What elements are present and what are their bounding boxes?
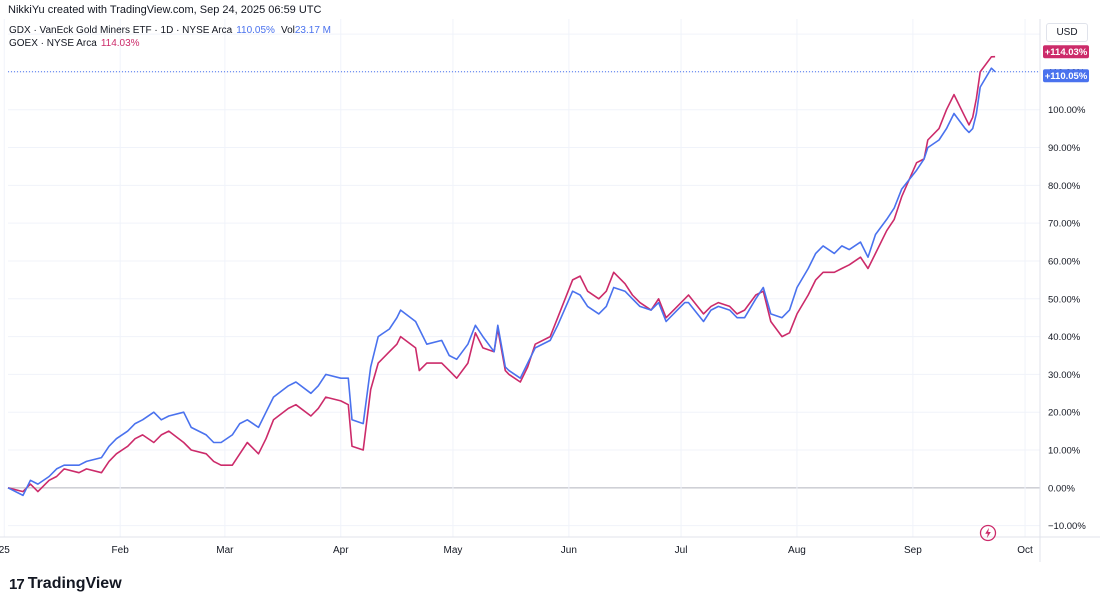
y-tick-label: 20.00% <box>1048 408 1081 419</box>
currency-badge[interactable]: USD <box>1046 23 1088 42</box>
x-tick-label: Apr <box>333 545 349 556</box>
y-tick-label: 80.00% <box>1048 181 1081 192</box>
last-value-label-gdx: +110.05% <box>1043 69 1089 83</box>
legend-gdx-value: 110.05% <box>236 25 275 36</box>
series-line-gdx[interactable] <box>7 67 996 497</box>
x-tick-label: Feb <box>112 545 130 556</box>
last-value-text: +114.03% <box>1045 47 1088 58</box>
x-tick-label: Jun <box>561 545 577 556</box>
legend-gdx-vol-value: 23.17 M <box>294 25 331 36</box>
x-tick-label: Jul <box>675 545 688 556</box>
x-tick-label: Aug <box>788 545 806 556</box>
tradingview-logo-text: TradingView <box>27 575 122 592</box>
last-value-text: +110.05% <box>1045 71 1088 82</box>
lightning-bolt-icon[interactable] <box>979 524 997 542</box>
y-tick-label: 0.00% <box>1048 483 1075 494</box>
performance-chart[interactable]: 120.00%110.00%100.00%90.00%80.00%70.00%6… <box>0 19 1100 562</box>
legend-gdx-vol-label: Vol <box>280 25 295 36</box>
last-value-labels: +114.03% +110.05% <box>1043 45 1089 83</box>
last-value-badge <box>1043 69 1089 83</box>
last-value-badge <box>1043 45 1089 59</box>
tradingview-logo-icon: 17 <box>9 575 25 593</box>
y-tick-label: −10.00% <box>1048 521 1086 532</box>
legend-goex[interactable]: GOEX · NYSE Arca 114.03% <box>9 38 140 49</box>
y-tick-label: 70.00% <box>1048 219 1081 230</box>
y-tick-label: 50.00% <box>1048 294 1081 305</box>
legend-gdx[interactable]: GDX · VanEck Gold Miners ETF · 1D · NYSE… <box>9 25 331 36</box>
x-tick-label: May <box>444 545 463 556</box>
x-axis: 25 Feb Mar Apr May Jun Jul Aug Sep Oct <box>0 545 1033 556</box>
legend-goex-value: 114.03% <box>100 38 140 49</box>
chart-frame: 120.00%110.00%100.00%90.00%80.00%70.00%6… <box>0 19 1100 562</box>
y-tick-label: 10.00% <box>1048 446 1081 457</box>
attribution-text: NikkiYu created with TradingView.com, Se… <box>8 4 322 16</box>
y-tick-label: 30.00% <box>1048 370 1081 381</box>
x-tick-label: Mar <box>216 545 234 556</box>
last-value-label-goex: +114.03% <box>1043 45 1089 59</box>
series-line-goex[interactable] <box>7 55 996 493</box>
y-tick-label: 100.00% <box>1048 105 1086 116</box>
y-tick-label: 90.00% <box>1048 143 1081 154</box>
grid-layer <box>0 19 1100 562</box>
y-axis: 120.00%110.00%100.00%90.00%80.00%70.00%6… <box>1048 30 1086 533</box>
x-tick-label: Sep <box>904 545 922 556</box>
x-tick-label: Oct <box>1017 545 1033 556</box>
x-tick-label: 25 <box>0 545 10 556</box>
series-layer <box>7 55 996 497</box>
y-tick-label: 60.00% <box>1048 256 1081 267</box>
legend-goex-symbol: GOEX · NYSE Arca <box>9 38 97 49</box>
tradingview-logo[interactable]: 17 TradingView <box>9 575 122 593</box>
legend-gdx-symbol: GDX · VanEck Gold Miners ETF · 1D · NYSE… <box>9 25 233 36</box>
y-tick-label: 40.00% <box>1048 332 1081 343</box>
